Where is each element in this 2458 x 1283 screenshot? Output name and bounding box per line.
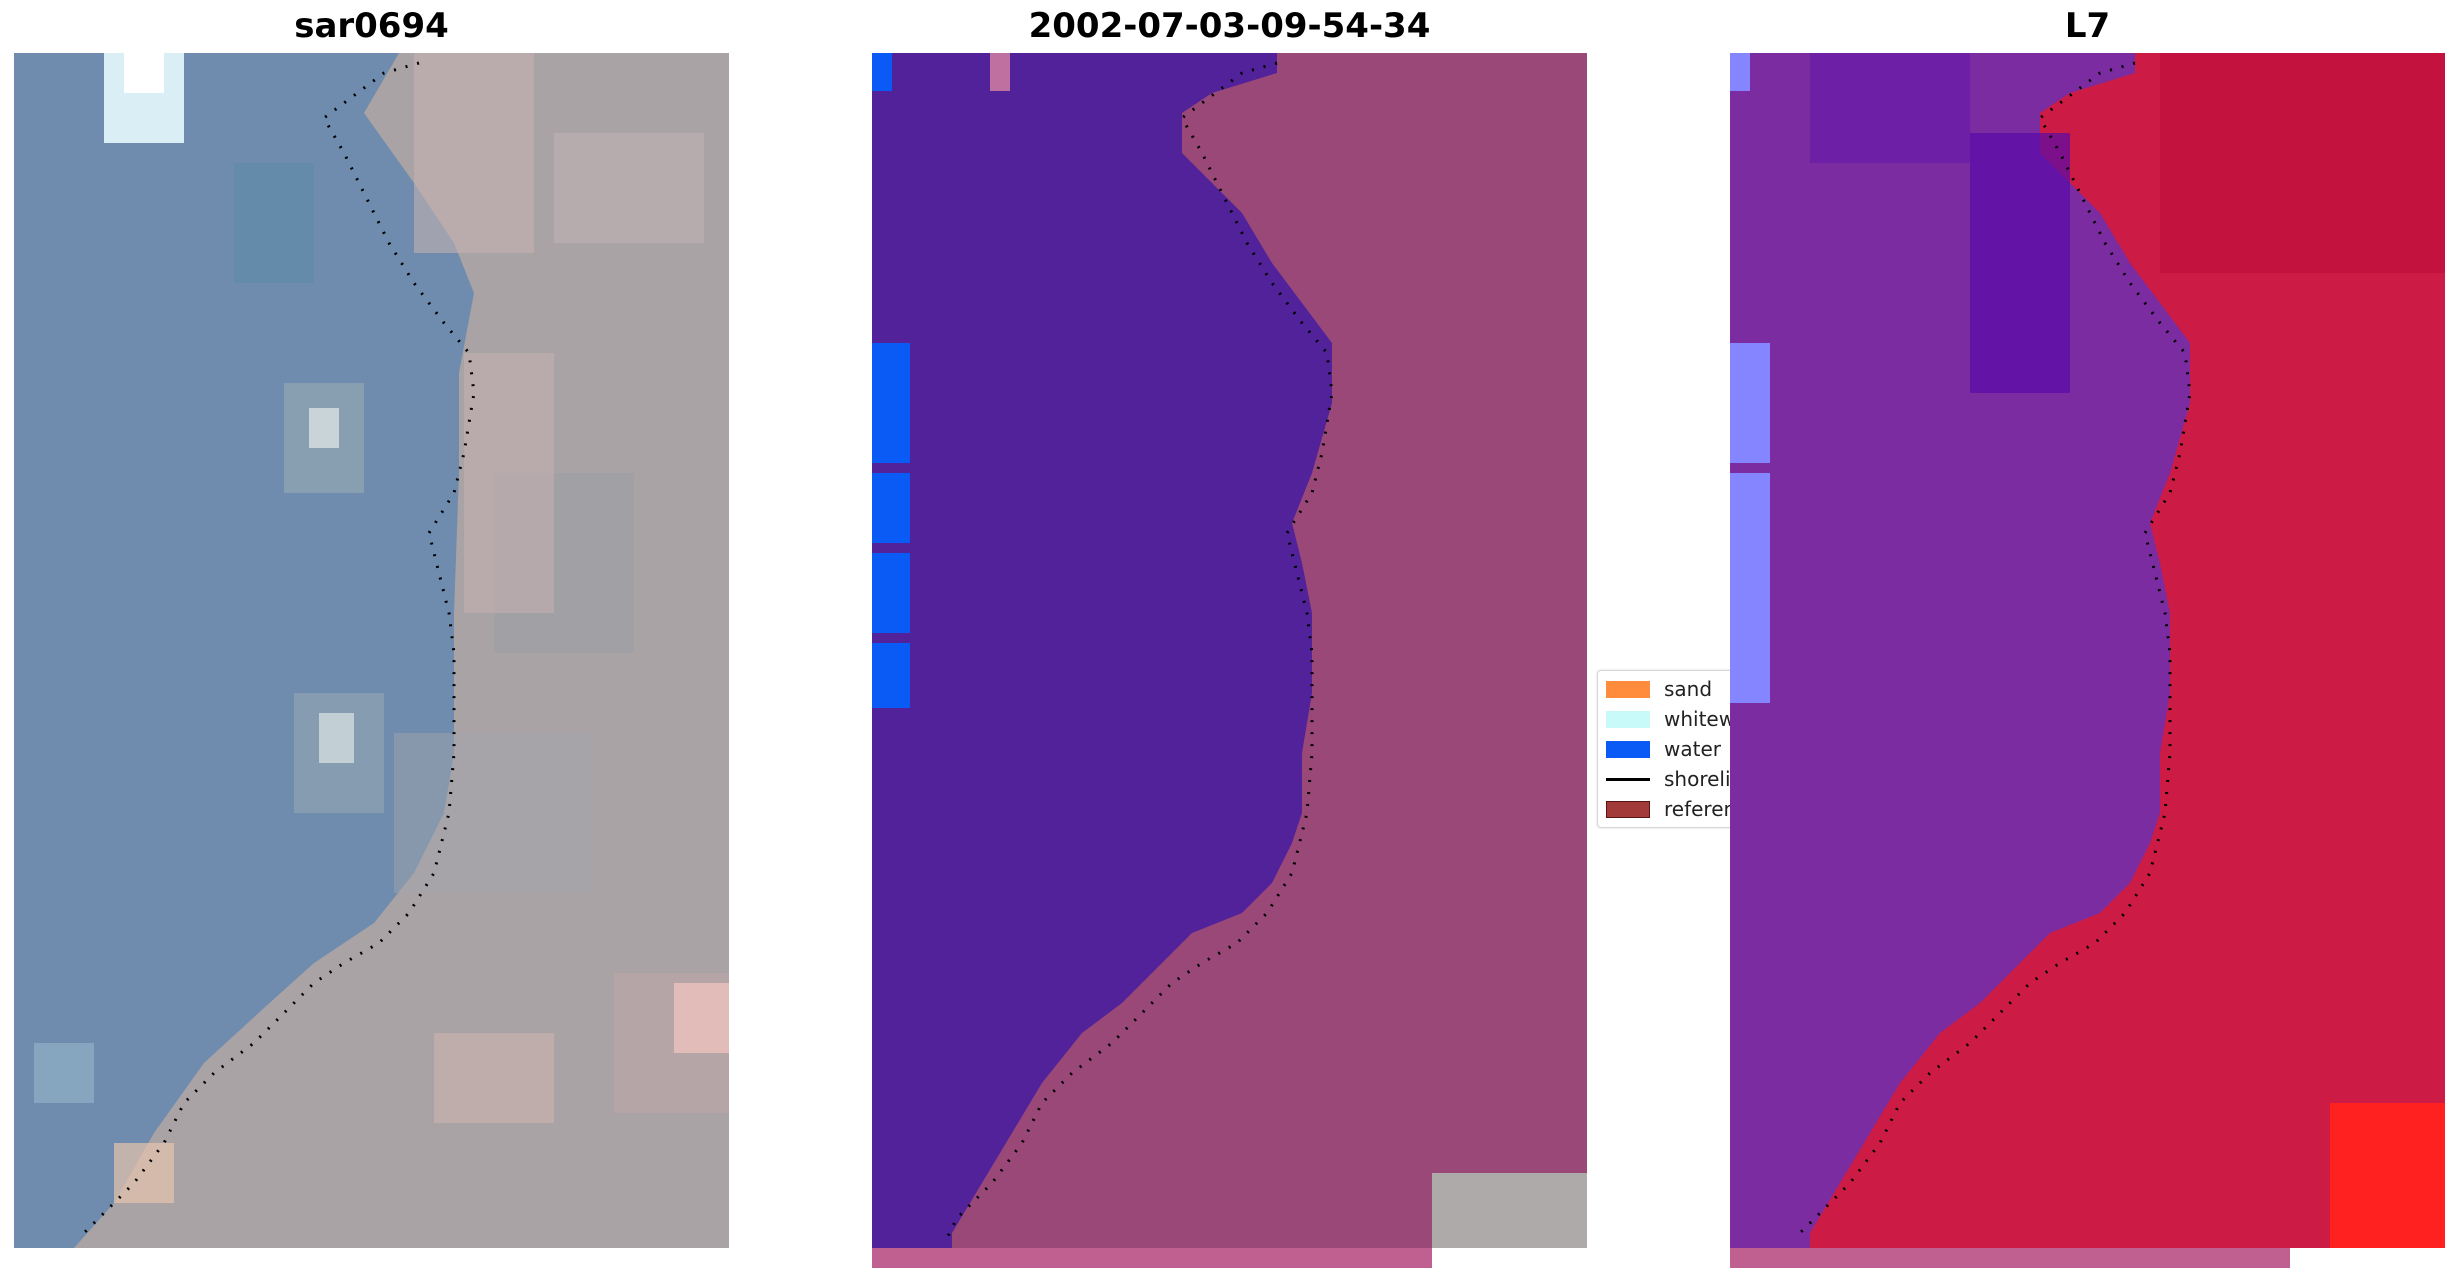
rgb-land-texture	[414, 53, 534, 253]
mndwi-land-texture	[2160, 53, 2445, 273]
mndwi-strip	[1730, 343, 1770, 463]
classified-image	[872, 53, 1587, 1248]
rgb-land-texture	[114, 1143, 174, 1203]
water-strip	[872, 473, 910, 543]
water-strip	[872, 343, 910, 463]
mndwi-strip	[1730, 473, 1770, 703]
rgb-water-texture	[319, 713, 354, 763]
classified-image-panel	[872, 53, 1587, 1248]
rgb-land-texture	[464, 353, 554, 613]
rgb-image	[14, 53, 729, 1248]
mndwi-image-panel	[1730, 53, 2445, 1248]
title-classified: 2002-07-03-09-54-34	[1028, 6, 1431, 46]
rgb-image-panel	[14, 53, 729, 1248]
water-strip	[872, 553, 910, 633]
mndwi-water-texture	[1970, 133, 2070, 393]
shoreline-swatch	[1606, 777, 1650, 781]
classified-water-area	[872, 53, 1332, 1248]
water-swatch	[1606, 740, 1650, 758]
mndwi-image	[1730, 53, 2445, 1248]
classified-bottom-strip	[872, 1248, 1432, 1268]
sand-swatch	[1606, 680, 1650, 698]
legend-label-water: water	[1664, 737, 1721, 761]
classified-land-patch	[1432, 1173, 1587, 1248]
rgb-land-texture	[434, 1033, 554, 1123]
mndwi-bottom-strip	[1730, 1248, 2290, 1268]
water-strip	[872, 643, 910, 708]
mndwi-water-texture	[1810, 53, 1970, 163]
rgb-land-texture	[394, 733, 594, 893]
shoreline-rgb	[77, 61, 476, 1240]
rgb-land-area	[74, 53, 729, 1248]
whitewater-swatch	[1606, 710, 1650, 728]
title-mndwi: L7	[2064, 6, 2111, 46]
reference-swatch	[1606, 800, 1650, 818]
rgb-land-texture	[674, 983, 729, 1053]
legend-item-whitewater: whitewater	[1606, 707, 1734, 731]
legend-item-reference: reference	[1606, 797, 1733, 821]
legend-label-shoreline: shoreline	[1664, 767, 1733, 791]
rgb-water-texture	[309, 408, 339, 448]
legend: sand whitewater water shoreline referenc…	[1597, 670, 1734, 828]
title-rgb: sar0694	[294, 6, 449, 46]
legend-item-shoreline: shoreline	[1606, 767, 1733, 791]
mndwi-water-area	[1730, 53, 2190, 1248]
rgb-water-texture	[234, 163, 314, 283]
shoreline-classified	[945, 61, 1334, 1239]
legend-label-whitewater: whitewater	[1664, 707, 1734, 731]
shoreline-mndwi	[1793, 61, 2192, 1240]
legend-label-reference: reference	[1664, 797, 1733, 821]
mndwi-strip	[1730, 53, 1750, 91]
classified-patch	[990, 53, 1010, 91]
water-strip	[872, 53, 892, 91]
rgb-land-texture	[554, 133, 704, 243]
legend-item-sand: sand	[1606, 677, 1712, 701]
mndwi-land-texture	[2330, 1103, 2445, 1248]
rgb-whitewater	[124, 53, 164, 93]
legend-label-sand: sand	[1664, 677, 1713, 701]
rgb-water-texture	[34, 1043, 94, 1103]
legend-item-water: water	[1606, 737, 1721, 761]
